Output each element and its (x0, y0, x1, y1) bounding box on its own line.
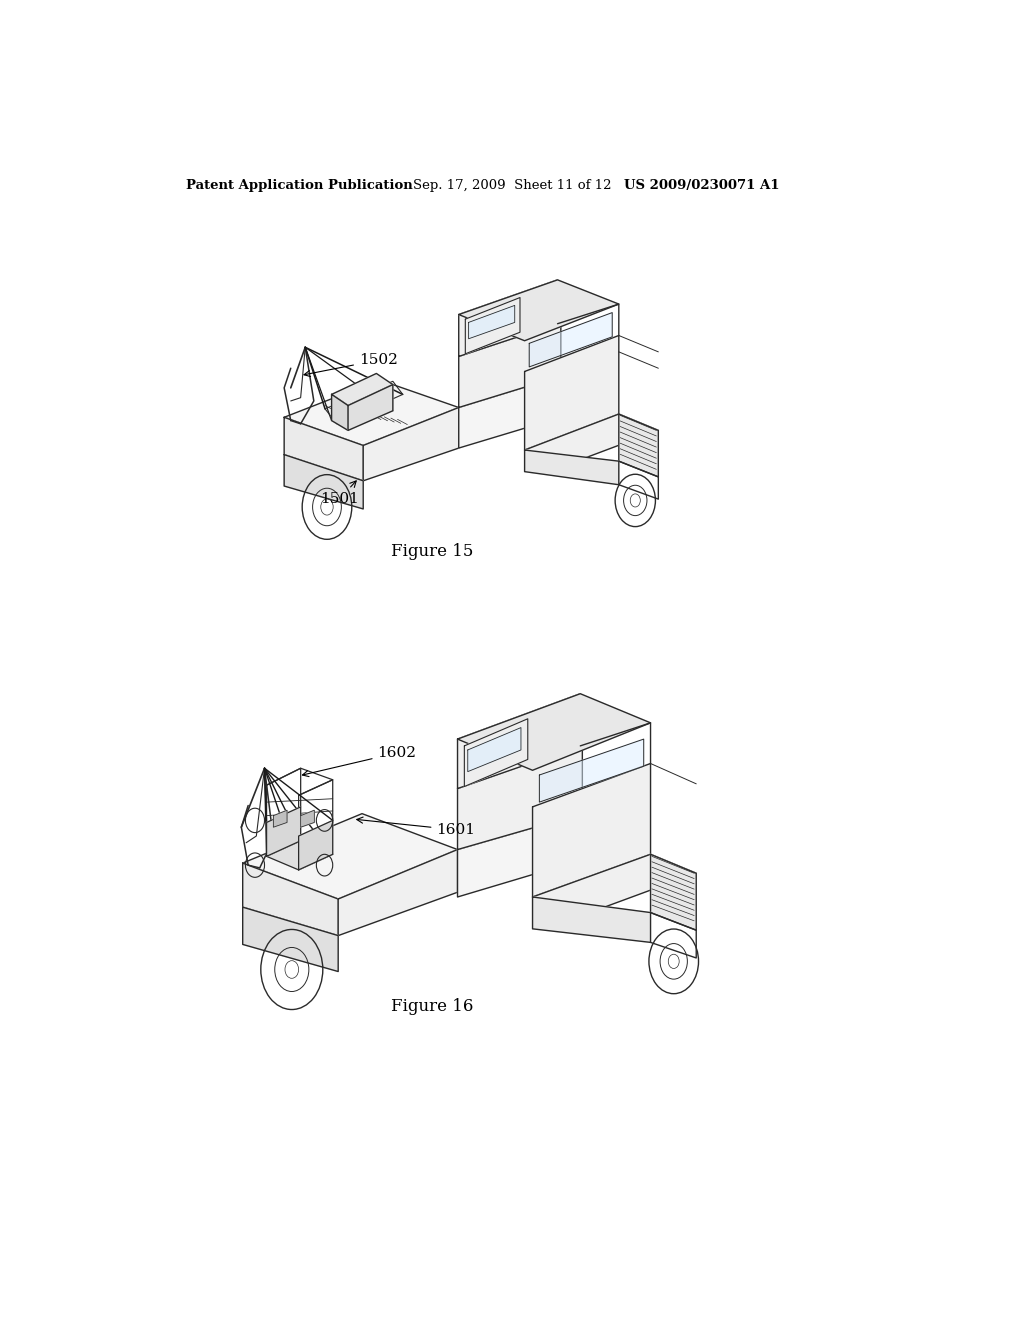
Polygon shape (468, 727, 521, 772)
Polygon shape (301, 810, 314, 828)
Polygon shape (243, 863, 338, 936)
Polygon shape (524, 450, 618, 484)
Text: Figure 15: Figure 15 (390, 543, 473, 560)
Polygon shape (285, 380, 459, 445)
Polygon shape (332, 395, 348, 430)
Text: US 2009/0230071 A1: US 2009/0230071 A1 (624, 178, 779, 191)
Polygon shape (243, 813, 458, 899)
Polygon shape (243, 907, 338, 972)
Polygon shape (458, 744, 583, 850)
Text: 1502: 1502 (304, 354, 398, 376)
Polygon shape (464, 719, 527, 787)
Polygon shape (524, 414, 658, 465)
Polygon shape (285, 417, 364, 480)
Text: 1602: 1602 (302, 746, 417, 776)
Polygon shape (458, 694, 650, 771)
Polygon shape (285, 454, 364, 510)
Polygon shape (459, 280, 618, 341)
Polygon shape (364, 408, 459, 480)
Text: 1601: 1601 (356, 817, 475, 837)
Polygon shape (458, 694, 581, 788)
Text: 1501: 1501 (321, 480, 359, 506)
Polygon shape (332, 374, 393, 405)
Text: Figure 16: Figure 16 (390, 998, 473, 1015)
Polygon shape (532, 898, 650, 942)
Polygon shape (469, 305, 515, 339)
Polygon shape (532, 854, 696, 915)
Polygon shape (459, 376, 561, 447)
Polygon shape (532, 763, 650, 898)
Polygon shape (273, 810, 287, 828)
Polygon shape (459, 280, 557, 356)
Text: Sep. 17, 2009  Sheet 11 of 12: Sep. 17, 2009 Sheet 11 of 12 (414, 178, 611, 191)
Polygon shape (618, 414, 658, 477)
Polygon shape (348, 384, 393, 430)
Polygon shape (540, 739, 644, 803)
Polygon shape (266, 807, 301, 857)
Polygon shape (266, 841, 333, 870)
Polygon shape (524, 335, 618, 450)
Polygon shape (529, 313, 612, 367)
Polygon shape (465, 297, 520, 354)
Polygon shape (650, 854, 696, 931)
Polygon shape (458, 813, 583, 898)
Polygon shape (459, 322, 561, 408)
Polygon shape (338, 850, 458, 936)
Text: Patent Application Publication: Patent Application Publication (186, 178, 413, 191)
Polygon shape (299, 821, 333, 870)
